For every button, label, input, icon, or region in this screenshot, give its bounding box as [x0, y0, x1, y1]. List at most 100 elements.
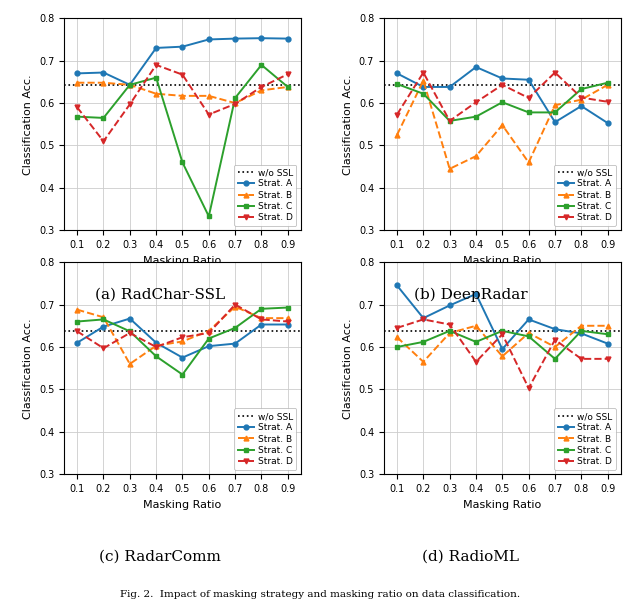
- Strat. A: [100, 69, 108, 76]
- Text: (d) RadioML: (d) RadioML: [422, 549, 519, 564]
- Strat. A: [205, 36, 212, 43]
- Strat. C: [577, 86, 585, 93]
- Strat. C: [472, 338, 480, 345]
- Strat. B: [393, 334, 401, 341]
- Strat. C: [525, 109, 532, 116]
- Strat. D: [525, 94, 532, 102]
- Strat. A: [551, 119, 559, 126]
- Strat. B: [577, 96, 585, 103]
- Strat. B: [205, 92, 212, 100]
- Strat. C: [100, 316, 108, 323]
- Strat. B: [179, 338, 186, 345]
- Strat. A: [577, 102, 585, 109]
- Strat. A: [604, 119, 611, 126]
- Strat. B: [604, 322, 611, 330]
- Strat. B: [126, 361, 134, 368]
- Strat. A: [419, 314, 427, 322]
- Strat. A: [472, 63, 480, 71]
- Y-axis label: Classification Acc.: Classification Acc.: [343, 318, 353, 418]
- Strat. D: [499, 81, 506, 89]
- Line: Strat. B: Strat. B: [75, 304, 290, 367]
- Line: Strat. B: Strat. B: [395, 78, 610, 171]
- Strat. C: [393, 80, 401, 88]
- Strat. B: [472, 153, 480, 160]
- Strat. C: [284, 83, 292, 91]
- Strat. B: [499, 122, 506, 129]
- Strat. A: [179, 354, 186, 361]
- Strat. B: [100, 79, 108, 86]
- Strat. B: [525, 159, 532, 166]
- Strat. A: [152, 339, 160, 347]
- Strat. A: [205, 342, 212, 350]
- Strat. C: [284, 304, 292, 311]
- Strat. B: [525, 330, 532, 337]
- Strat. B: [205, 327, 212, 334]
- Line: Strat. A: Strat. A: [75, 316, 290, 360]
- Strat. B: [284, 314, 292, 322]
- Strat. A: [499, 345, 506, 353]
- Strat. D: [284, 71, 292, 78]
- Line: Strat. B: Strat. B: [75, 80, 290, 106]
- Strat. D: [604, 355, 611, 362]
- Strat. D: [393, 111, 401, 118]
- Strat. C: [205, 213, 212, 220]
- Line: Strat. C: Strat. C: [75, 63, 290, 219]
- Strat. C: [258, 305, 266, 313]
- Text: (c) RadarComm: (c) RadarComm: [99, 549, 221, 564]
- Line: Strat. C: Strat. C: [75, 305, 290, 377]
- Strat. A: [284, 321, 292, 328]
- Strat. C: [205, 335, 212, 342]
- Strat. B: [258, 87, 266, 94]
- Strat. D: [74, 104, 81, 111]
- Strat. A: [393, 70, 401, 77]
- Strat. B: [577, 322, 585, 330]
- Strat. B: [284, 83, 292, 91]
- Text: (b) DeepRadar: (b) DeepRadar: [413, 288, 527, 302]
- Strat. A: [446, 302, 454, 309]
- Strat. D: [126, 101, 134, 108]
- Strat. C: [231, 94, 239, 102]
- Legend: w/o SSL, Strat. A, Strat. B, Strat. C, Strat. D: w/o SSL, Strat. A, Strat. B, Strat. C, S…: [234, 409, 296, 470]
- Strat. C: [231, 324, 239, 331]
- Strat. B: [604, 81, 611, 89]
- Strat. D: [205, 330, 212, 337]
- Strat. D: [551, 69, 559, 76]
- Strat. C: [74, 318, 81, 325]
- Legend: w/o SSL, Strat. A, Strat. B, Strat. C, Strat. D: w/o SSL, Strat. A, Strat. B, Strat. C, S…: [234, 165, 296, 226]
- Line: Strat. D: Strat. D: [75, 63, 290, 143]
- Strat. C: [419, 338, 427, 345]
- Strat. C: [100, 114, 108, 122]
- Strat. D: [472, 358, 480, 365]
- Strat. B: [393, 131, 401, 139]
- Strat. B: [446, 165, 454, 173]
- Line: Strat. A: Strat. A: [395, 64, 610, 125]
- Strat. C: [74, 113, 81, 120]
- Strat. B: [551, 102, 559, 109]
- Strat. A: [126, 81, 134, 89]
- Strat. D: [74, 328, 81, 335]
- Strat. A: [74, 339, 81, 347]
- Strat. A: [551, 325, 559, 333]
- Line: Strat. B: Strat. B: [395, 323, 610, 364]
- Strat. B: [446, 330, 454, 337]
- Strat. A: [126, 315, 134, 322]
- Strat. C: [126, 81, 134, 89]
- Strat. B: [231, 303, 239, 310]
- Strat. B: [100, 314, 108, 321]
- Strat. C: [393, 344, 401, 351]
- Strat. C: [551, 355, 559, 362]
- Strat. A: [231, 35, 239, 42]
- Line: Strat. A: Strat. A: [395, 283, 610, 351]
- Strat. A: [393, 282, 401, 289]
- Strat. C: [577, 327, 585, 334]
- Strat. D: [179, 71, 186, 78]
- Strat. B: [551, 344, 559, 351]
- Line: Strat. A: Strat. A: [75, 36, 290, 88]
- Strat. D: [419, 316, 427, 323]
- Strat. A: [525, 316, 532, 323]
- X-axis label: Masking Ratio: Masking Ratio: [463, 500, 541, 510]
- Strat. B: [74, 79, 81, 86]
- Strat. D: [100, 345, 108, 352]
- Strat. D: [231, 301, 239, 308]
- Strat. B: [74, 306, 81, 313]
